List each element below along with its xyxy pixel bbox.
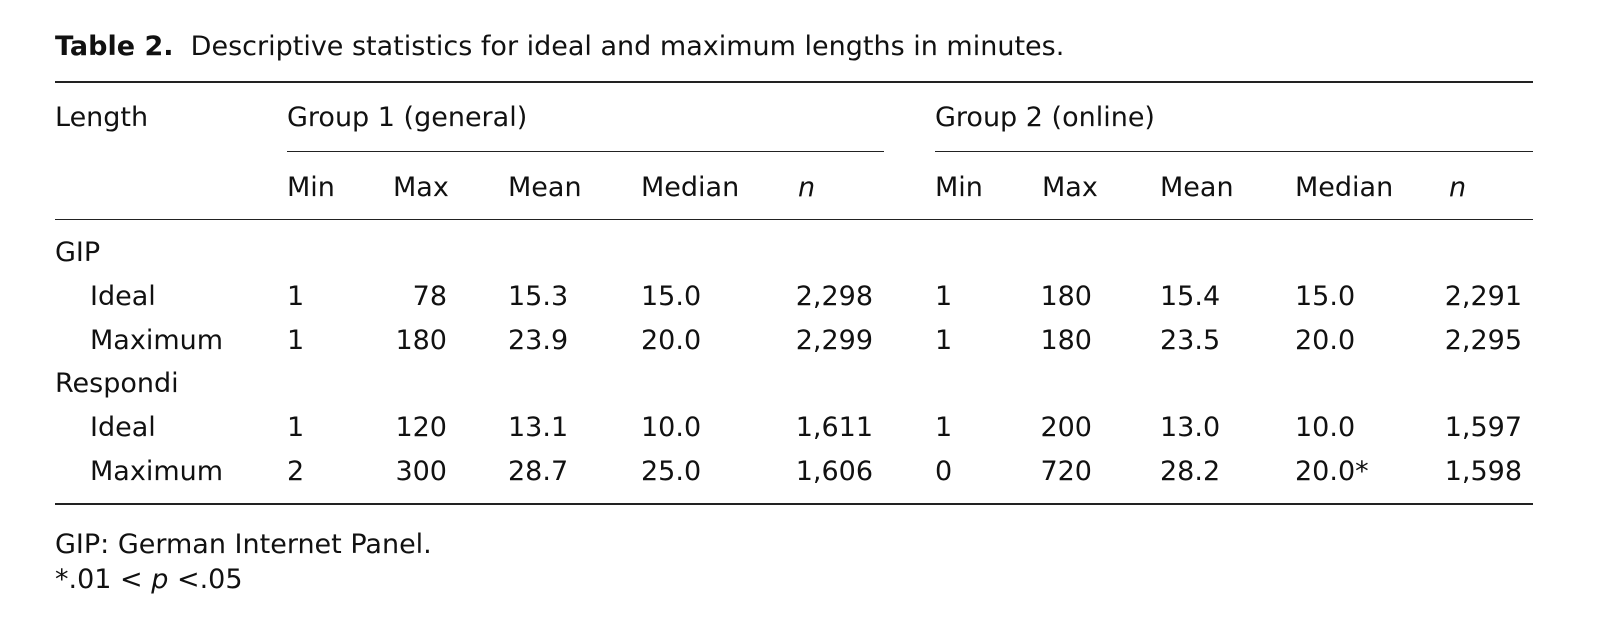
- section-label: Respondi: [55, 368, 179, 399]
- column-header: Median: [641, 172, 740, 203]
- cell: 13.1: [508, 412, 569, 443]
- column-header: n: [798, 172, 816, 203]
- note: GIP: German Internet Panel.: [55, 529, 432, 560]
- note-part: *.01 <: [55, 564, 152, 595]
- cell: 1,611: [795, 412, 873, 443]
- bottom-rule: [55, 503, 1533, 505]
- cell: 2: [287, 455, 305, 487]
- group-rule: [935, 151, 1533, 152]
- caption: Table 2. Descriptive statistics for idea…: [55, 30, 1064, 64]
- cell: 2,295: [1444, 324, 1522, 356]
- cell: 2,298: [795, 281, 873, 312]
- cell: 15.0: [1295, 281, 1356, 312]
- column-header: Mean: [508, 172, 582, 203]
- cell: 200: [1040, 412, 1092, 443]
- cell: 1,606: [795, 455, 873, 487]
- column-header: Min: [287, 172, 335, 203]
- top-rule: [55, 81, 1533, 83]
- cell: 1: [287, 324, 305, 356]
- column-header: Mean: [1160, 172, 1234, 203]
- row-label: Maximum: [90, 324, 224, 356]
- cell: 13.0: [1160, 412, 1221, 443]
- cell: 300: [395, 455, 447, 487]
- cell: 0: [935, 455, 953, 487]
- column-header: Min: [935, 172, 983, 203]
- cell: 23.9: [508, 324, 569, 356]
- note-part: p: [151, 564, 169, 595]
- cell: 1: [287, 281, 305, 312]
- cell: 10.0: [1295, 412, 1356, 443]
- cell: 1: [935, 412, 953, 443]
- note-part: <.05: [168, 564, 243, 595]
- cell: 1,598: [1444, 455, 1522, 487]
- column-header: Max: [393, 172, 449, 203]
- cell: 1: [935, 324, 953, 356]
- cell: 15.4: [1160, 281, 1221, 312]
- cell: 20.0: [1295, 324, 1356, 356]
- cell: 180: [395, 324, 447, 356]
- caption-text: Descriptive statistics for ideal and max…: [190, 31, 1065, 62]
- row-label: Maximum: [90, 455, 224, 487]
- cell: 15.0: [641, 281, 702, 312]
- column-header: Max: [1042, 172, 1098, 203]
- cell: 120: [395, 412, 447, 443]
- cell: 28.2: [1160, 455, 1221, 487]
- cell: 20.0*: [1295, 455, 1369, 487]
- column-header: n: [1449, 172, 1467, 203]
- column-header: Median: [1295, 172, 1394, 203]
- row-label: Ideal: [90, 412, 156, 443]
- cell: 15.3: [508, 281, 569, 312]
- cell: 720: [1040, 455, 1092, 487]
- note: *.01 < p <.05: [55, 563, 243, 597]
- row-label: Ideal: [90, 281, 156, 312]
- group-rule: [287, 151, 884, 152]
- group-header: Group 1 (general): [287, 102, 528, 133]
- cell: 2,299: [795, 324, 873, 356]
- cell: 2,291: [1444, 281, 1522, 312]
- cell: 1: [935, 281, 953, 312]
- cell: 10.0: [641, 412, 702, 443]
- cell: 1: [287, 412, 305, 443]
- cell: 180: [1040, 281, 1092, 312]
- cell: 23.5: [1160, 324, 1221, 356]
- section-label: GIP: [55, 237, 101, 268]
- stub-header: Length: [55, 102, 149, 133]
- cell: 180: [1040, 324, 1092, 356]
- cell: 1,597: [1444, 412, 1522, 443]
- cell: 20.0: [641, 324, 702, 356]
- cell: 28.7: [508, 455, 569, 487]
- header-rule: [55, 219, 1533, 220]
- cell: 25.0: [641, 455, 702, 487]
- caption-label: Table 2.: [55, 31, 174, 62]
- group-header: Group 2 (online): [935, 102, 1155, 133]
- cell: 78: [412, 281, 447, 312]
